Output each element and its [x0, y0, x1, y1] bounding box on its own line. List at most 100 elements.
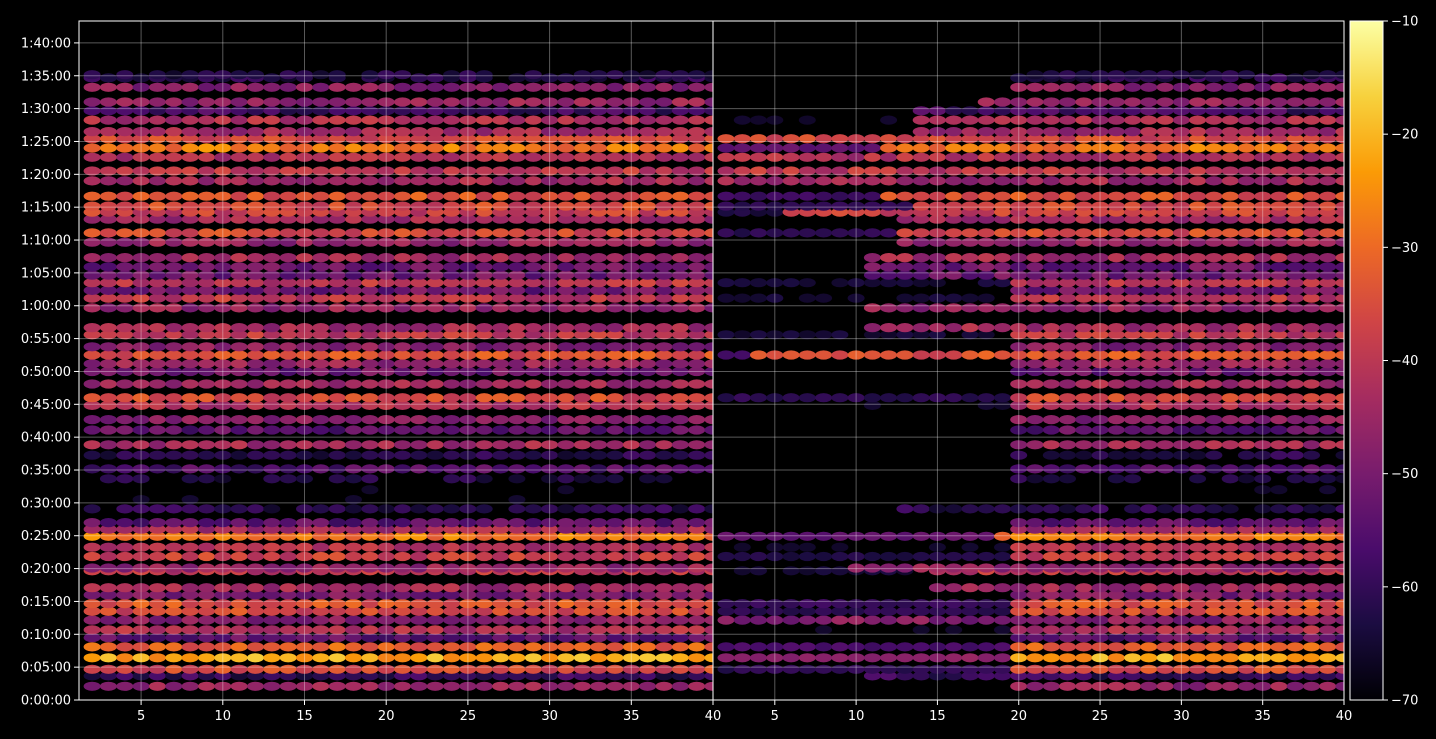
heatmap-cell: [1075, 106, 1093, 116]
heatmap-cell: [361, 166, 379, 176]
heatmap-cell: [328, 400, 346, 410]
heatmap-cell: [99, 524, 117, 534]
heatmap-cell: [230, 531, 248, 541]
heatmap-cell: [1270, 278, 1288, 288]
heatmap-cell: [704, 106, 713, 116]
heatmap-cell: [1335, 262, 1344, 272]
heatmap-cell: [345, 106, 362, 116]
heatmap-cell: [492, 278, 510, 288]
heatmap-cell: [1335, 563, 1344, 573]
heatmap-cell: [181, 143, 199, 153]
heatmap-cell: [377, 350, 395, 360]
heatmap-cell: [750, 664, 767, 674]
heatmap-cell: [606, 400, 624, 410]
heatmap-cell: [361, 350, 379, 360]
heatmap-cell: [688, 590, 706, 600]
heatmap-cell: [1303, 464, 1320, 474]
heatmap-cell: [1286, 664, 1304, 674]
heatmap-cell: [912, 642, 930, 652]
heatmap-cell: [1107, 464, 1125, 474]
heatmap-cell: [247, 590, 264, 600]
heatmap-cell: [443, 633, 461, 643]
heatmap-cell: [99, 583, 117, 593]
heatmap-cell: [1335, 642, 1344, 652]
heatmap-cell: [961, 293, 979, 303]
heatmap-cell: [750, 134, 767, 144]
heatmap-cell: [99, 681, 117, 691]
heatmap-cell: [1303, 524, 1320, 534]
heatmap-cell: [1237, 599, 1255, 609]
heatmap-cell: [394, 606, 411, 616]
heatmap-cell: [590, 474, 608, 484]
heatmap-cell: [312, 228, 330, 238]
heatmap-cell: [1107, 253, 1125, 263]
heatmap-cell: [83, 127, 101, 137]
heatmap-cell: [524, 518, 542, 528]
heatmap-cell: [1010, 590, 1028, 600]
heatmap-cell: [1026, 342, 1044, 352]
heatmap-cell: [361, 625, 379, 635]
heatmap-cell: [541, 106, 559, 116]
heatmap-cell: [1075, 166, 1093, 176]
heatmap-cell: [312, 606, 330, 616]
heatmap-cell: [671, 303, 689, 313]
heatmap-cell: [524, 450, 542, 460]
heatmap-cell: [1319, 379, 1337, 389]
heatmap-cell: [961, 542, 979, 552]
heatmap-cell: [1319, 563, 1337, 573]
heatmap-cell: [312, 366, 330, 377]
heatmap-row: [717, 642, 1344, 652]
heatmap-cell: [443, 400, 461, 410]
heatmap-cell: [1140, 563, 1158, 573]
heatmap-cell: [443, 134, 461, 144]
heatmap-cell: [655, 134, 673, 144]
heatmap-cell: [148, 450, 166, 460]
heatmap-cell: [165, 350, 183, 360]
heatmap-cell: [394, 228, 411, 238]
heatmap-cell: [214, 400, 232, 410]
heatmap-cell: [606, 323, 624, 333]
heatmap-cell: [230, 542, 248, 552]
heatmap-cell: [132, 359, 150, 369]
heatmap-cell: [492, 82, 510, 92]
heatmap-cell: [590, 97, 608, 107]
heatmap-cell: [410, 166, 428, 176]
heatmap-cell: [1075, 285, 1093, 295]
heatmap-cell: [704, 176, 713, 186]
heatmap-cell: [945, 671, 963, 681]
heatmap-cell: [880, 642, 898, 652]
heatmap-cell: [541, 504, 559, 514]
heatmap-cell: [896, 606, 914, 616]
heatmap-cell: [165, 450, 183, 460]
heatmap-cell: [99, 143, 117, 153]
heatmap-cell: [880, 228, 898, 238]
heatmap-cell: [1124, 583, 1142, 593]
heatmap-cell: [214, 303, 232, 313]
heatmap-cell: [426, 504, 444, 514]
heatmap-cell: [508, 393, 526, 403]
heatmap-cell: [1286, 425, 1304, 435]
heatmap-cell: [99, 293, 117, 303]
heatmap-row: [863, 400, 1344, 410]
heatmap-cell: [214, 415, 232, 425]
heatmap-cell: [798, 350, 816, 360]
heatmap-cell: [198, 115, 215, 125]
heatmap-cell: [1189, 342, 1207, 352]
heatmap-cell: [541, 97, 559, 107]
heatmap-cell: [296, 253, 313, 263]
heatmap-cell: [1026, 425, 1044, 435]
heatmap-cell: [1140, 400, 1158, 410]
heatmap-cell: [279, 134, 297, 144]
heatmap-cell: [1091, 303, 1109, 313]
heatmap-cell: [328, 115, 346, 125]
heatmap-cell: [99, 73, 117, 83]
heatmap-cell: [1270, 152, 1288, 162]
heatmap-cell: [782, 134, 800, 144]
heatmap-cell: [1205, 359, 1223, 369]
heatmap-cell: [622, 278, 640, 288]
heatmap-cell: [1254, 191, 1272, 201]
heatmap-cell: [377, 278, 395, 288]
heatmap-cell: [524, 285, 542, 295]
heatmap-cell: [912, 664, 930, 674]
heatmap-cell: [688, 681, 706, 691]
